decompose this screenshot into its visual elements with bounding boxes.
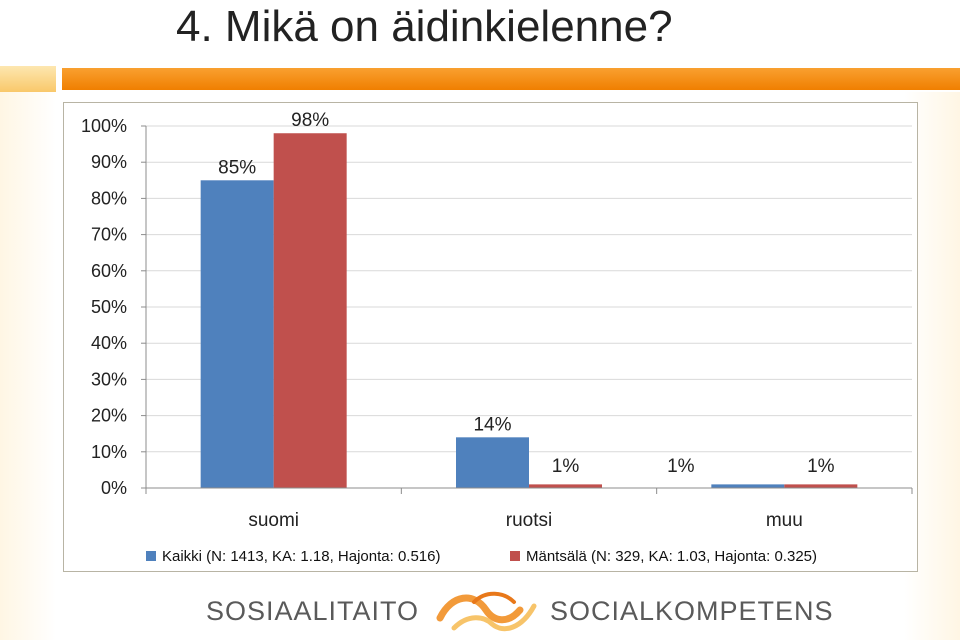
legend-item-mantsala: Mäntsälä (N: 329, KA: 1.03, Hajonta: 0.3… xyxy=(510,546,817,568)
bar-muu-series-0 xyxy=(711,484,785,488)
legend-label-kaikki: Kaikki (N: 1413, KA: 1.18, Hajonta: 0.51… xyxy=(162,548,441,565)
header-bar-main-segment xyxy=(62,68,960,90)
data-label: 1% xyxy=(807,456,835,477)
y-tick-label: 100% xyxy=(81,116,127,136)
header-bar-light-segment xyxy=(0,66,56,92)
y-tick-label: 20% xyxy=(91,406,127,426)
left-decor-strip xyxy=(0,92,56,640)
legend-item-kaikki: Kaikki (N: 1413, KA: 1.18, Hajonta: 0.51… xyxy=(146,546,441,568)
y-tick-label: 80% xyxy=(91,188,127,208)
data-label: 85% xyxy=(218,157,256,178)
y-tick-label: 0% xyxy=(101,478,127,498)
bar-suomi-series-1 xyxy=(273,133,347,489)
footer-text-socialkompetens: SOCIALKOMPETENS xyxy=(550,596,834,626)
legend-label-mantsala: Mäntsälä (N: 329, KA: 1.03, Hajonta: 0.3… xyxy=(526,548,817,565)
y-tick-label: 40% xyxy=(91,333,127,353)
data-label-extra: 1% xyxy=(667,456,695,477)
bar-ruotsi-series-0 xyxy=(456,437,529,488)
footer-logo: SOSIAALITAITO SOCIALKOMPETENS xyxy=(206,586,833,636)
legend-swatch-mantsala xyxy=(510,551,520,562)
y-tick-label: 30% xyxy=(91,369,127,389)
footer-text-sosiaalitaito: SOSIAALITAITO xyxy=(206,596,420,626)
y-tick-label: 60% xyxy=(91,261,127,281)
slide-title: 4. Mikä on äidinkielenne? xyxy=(176,2,673,51)
x-tick-label: muu xyxy=(766,510,803,531)
y-tick-label: 70% xyxy=(91,225,127,245)
y-tick-label: 10% xyxy=(91,442,127,462)
x-tick-label: ruotsi xyxy=(506,510,552,531)
swirl-logo-icon xyxy=(436,591,537,631)
data-label: 1% xyxy=(552,456,580,477)
data-label: 98% xyxy=(291,110,329,131)
bar-suomi-series-0 xyxy=(200,180,274,489)
legend-swatch-kaikki xyxy=(146,551,156,562)
y-tick-label: 50% xyxy=(91,297,127,317)
x-tick-label: suomi xyxy=(248,510,299,531)
chart-legend: Kaikki (N: 1413, KA: 1.18, Hajonta: 0.51… xyxy=(146,546,906,568)
data-label: 14% xyxy=(473,414,511,435)
bar-muu-series-1 xyxy=(784,484,858,488)
orange-header-bar xyxy=(0,66,960,92)
y-tick-label: 90% xyxy=(91,152,127,172)
bar-ruotsi-series-1 xyxy=(529,484,602,488)
